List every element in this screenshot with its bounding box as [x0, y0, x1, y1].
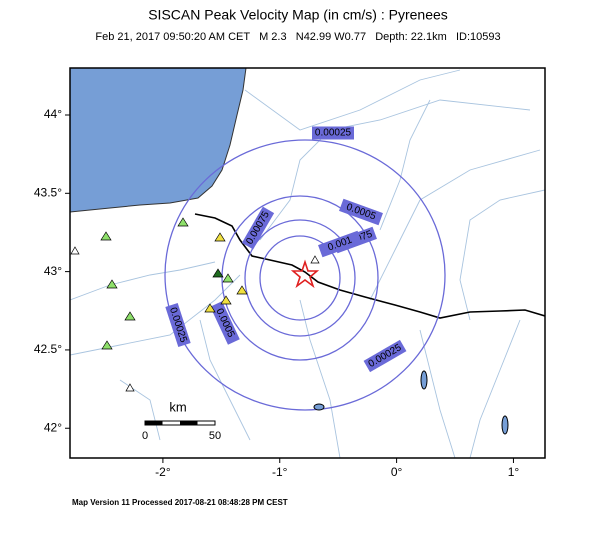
contour — [164, 139, 446, 411]
x-tick-label: 1° — [508, 465, 520, 479]
y-tick-label: 42° — [44, 420, 62, 434]
contour-label: 0.00025 — [312, 126, 354, 140]
map-subtitle: Feb 21, 2017 09:50:20 AM CET M 2.3 N42.9… — [95, 31, 500, 43]
contour-label-box — [210, 301, 240, 345]
contour-label-box — [363, 339, 407, 373]
scale-end: 50 — [209, 430, 221, 442]
x-tick-label: 0° — [391, 465, 403, 479]
axes: -2° -1° 0° 1° 42° 42.5° 43° 43.5° 44° — [34, 107, 520, 479]
contour-label-text: 0.00025 — [315, 128, 352, 139]
contour — [221, 195, 379, 361]
epicenter — [290, 259, 320, 289]
lakes — [313, 370, 509, 435]
x-tick-label: -1° — [272, 465, 288, 479]
y-tick-label: 43° — [44, 264, 62, 278]
contour-label-box — [312, 126, 354, 140]
map-frame — [69, 67, 546, 459]
scale-bar: km 0 50 — [142, 399, 221, 441]
contour — [244, 219, 356, 337]
contour-label-box — [165, 303, 191, 347]
scale-start: 0 — [142, 430, 148, 442]
contour-label-box — [241, 206, 275, 250]
contour-label-box — [318, 230, 362, 258]
map-body: 0.000250.00050.000750.000750.0010.00050.… — [70, 68, 545, 458]
contour-label-box — [339, 198, 383, 226]
y-tick-label: 43.5° — [34, 185, 62, 199]
footer: Map Version 11 Processed 2017-08-21 08:4… — [72, 498, 288, 507]
contours: 0.000250.00050.000750.000750.0010.00050.… — [164, 126, 446, 411]
map-title: SISCAN Peak Velocity Map (in cm/s) : Pyr… — [148, 7, 448, 23]
scale-unit: km — [169, 399, 186, 414]
y-tick-label: 42.5° — [34, 342, 62, 356]
stations — [70, 217, 320, 392]
y-tick-label: 44° — [44, 107, 62, 121]
contour — [259, 235, 341, 321]
sea — [70, 68, 247, 213]
x-tick-label: -2° — [155, 465, 171, 479]
border — [194, 213, 545, 319]
